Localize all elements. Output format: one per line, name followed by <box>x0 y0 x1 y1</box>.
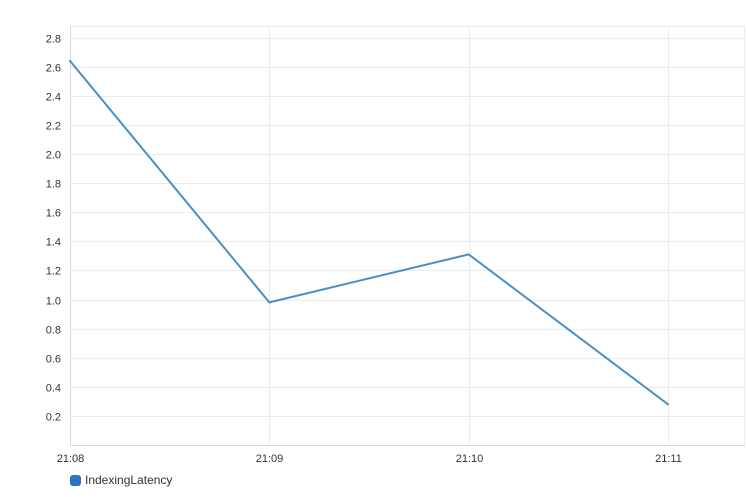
y-tick-label: 2.6 <box>46 63 61 75</box>
x-axis-tick-labels: 21:08 21:09 21:10 21:11 <box>57 453 682 465</box>
y-tick-label: 2.8 <box>46 34 61 46</box>
y-tick-label: 1.6 <box>46 208 61 220</box>
y-tick-label: 1.4 <box>46 237 61 249</box>
y-tick-label: 0.4 <box>46 383 61 395</box>
y-tick-label: 1.8 <box>46 179 61 191</box>
data-point <box>69 59 71 62</box>
data-point <box>667 403 669 406</box>
legend-label: IndexingLatency <box>85 473 173 487</box>
y-tick-label: 1.0 <box>46 296 61 308</box>
y-axis-tick-labels: 0.2 0.4 0.6 0.8 1.0 1.2 1.4 1.6 1.8 2.0 2.2 2.4 2.6 2… <box>46 34 61 424</box>
legend-item-indexing-latency[interactable]: IndexingLatency <box>70 473 172 487</box>
x-tick-label: 21:11 <box>655 453 682 465</box>
vertical-gridlines <box>269 26 745 445</box>
horizontal-gridlines <box>70 26 745 417</box>
y-tick-label: 2.4 <box>46 92 61 104</box>
x-tick-label: 21:08 <box>57 453 85 465</box>
series-line-indexing-latency <box>69 59 669 406</box>
series-lines <box>69 59 669 406</box>
y-tick-label: 1.2 <box>46 266 61 278</box>
y-tick-label: 0.8 <box>46 325 61 337</box>
x-tick-label: 21:09 <box>256 453 284 465</box>
y-tick-label: 2.0 <box>46 150 61 162</box>
data-point <box>268 301 271 304</box>
legend-swatch <box>70 474 81 486</box>
y-tick-label: 0.6 <box>46 354 61 366</box>
y-tick-label: 2.2 <box>46 121 61 133</box>
data-point <box>467 253 470 256</box>
x-tick-label: 21:10 <box>456 453 484 465</box>
y-tick-label: 0.2 <box>46 412 61 424</box>
